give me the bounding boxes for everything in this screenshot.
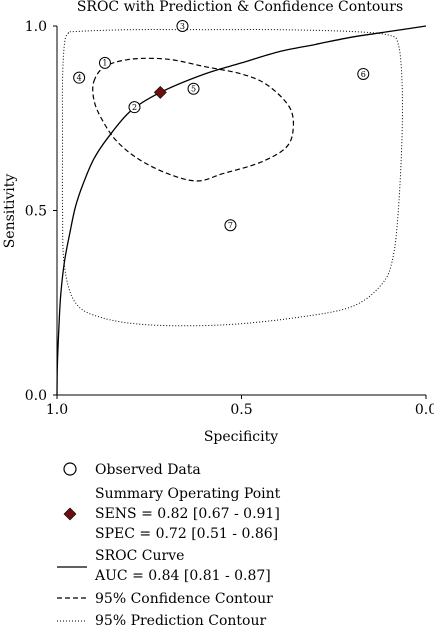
legend: Observed Data Summary Operating Point SE… [57, 462, 281, 626]
observed-point [357, 67, 370, 80]
y-tick-label: 0.0 [25, 388, 47, 404]
prediction-contour [61, 29, 403, 327]
sroc-chart: SROC with Prediction & Confidence Contou… [2, 0, 434, 445]
chart-title: SROC with Prediction & Confidence Contou… [77, 0, 403, 15]
y-axis-label: Sensitivity [2, 174, 18, 249]
legend-observed-label: Observed Data [95, 462, 201, 478]
observed-point-label: 5 [191, 85, 196, 94]
observed-data-legend-marker [63, 462, 77, 476]
legend-sroc-auc: AUC = 0.84 [0.81 - 0.87] [94, 568, 271, 584]
sroc-curve [56, 25, 427, 396]
y-tick-label: 1.0 [25, 19, 47, 35]
legend-confidence-label: 95% Confidence Contour [95, 591, 273, 607]
axes: 1.0 0.5 0.0 0.0 0.5 1.0 [25, 19, 434, 418]
observed-point [176, 20, 189, 32]
summary-point-legend-marker [63, 507, 77, 521]
observed-point [98, 56, 111, 69]
observed-point [187, 82, 200, 95]
x-tick-label: 0.5 [230, 402, 252, 418]
observed-point-label: 6 [361, 70, 366, 79]
legend-summary-title: Summary Operating Point [95, 486, 281, 502]
x-tick-label: 0.0 [415, 402, 434, 418]
y-tick-label: 0.5 [25, 204, 47, 220]
summary-operating-point [153, 85, 167, 99]
observed-point-label: 2 [132, 103, 137, 112]
x-tick-label: 1.0 [46, 402, 68, 418]
observed-point-label: 4 [77, 73, 82, 82]
legend-prediction-label: 95% Prediction Contour [95, 613, 266, 626]
legend-sroc-title: SROC Curve [95, 548, 184, 564]
plot-area: 1 2 3 4 5 6 7 [56, 20, 427, 396]
legend-summary-sens: SENS = 0.82 [0.67 - 0.91] [95, 506, 280, 522]
confidence-contour [92, 57, 295, 182]
observed-point [73, 71, 86, 84]
legend-summary-spec: SPEC = 0.72 [0.51 - 0.86] [95, 526, 278, 542]
x-axis-label: Specificity [204, 429, 278, 445]
observed-point [224, 219, 237, 232]
observed-point-label: 1 [102, 59, 107, 68]
observed-point [128, 101, 141, 114]
observed-point-label: 3 [180, 22, 185, 31]
observed-point-label: 7 [228, 221, 233, 230]
